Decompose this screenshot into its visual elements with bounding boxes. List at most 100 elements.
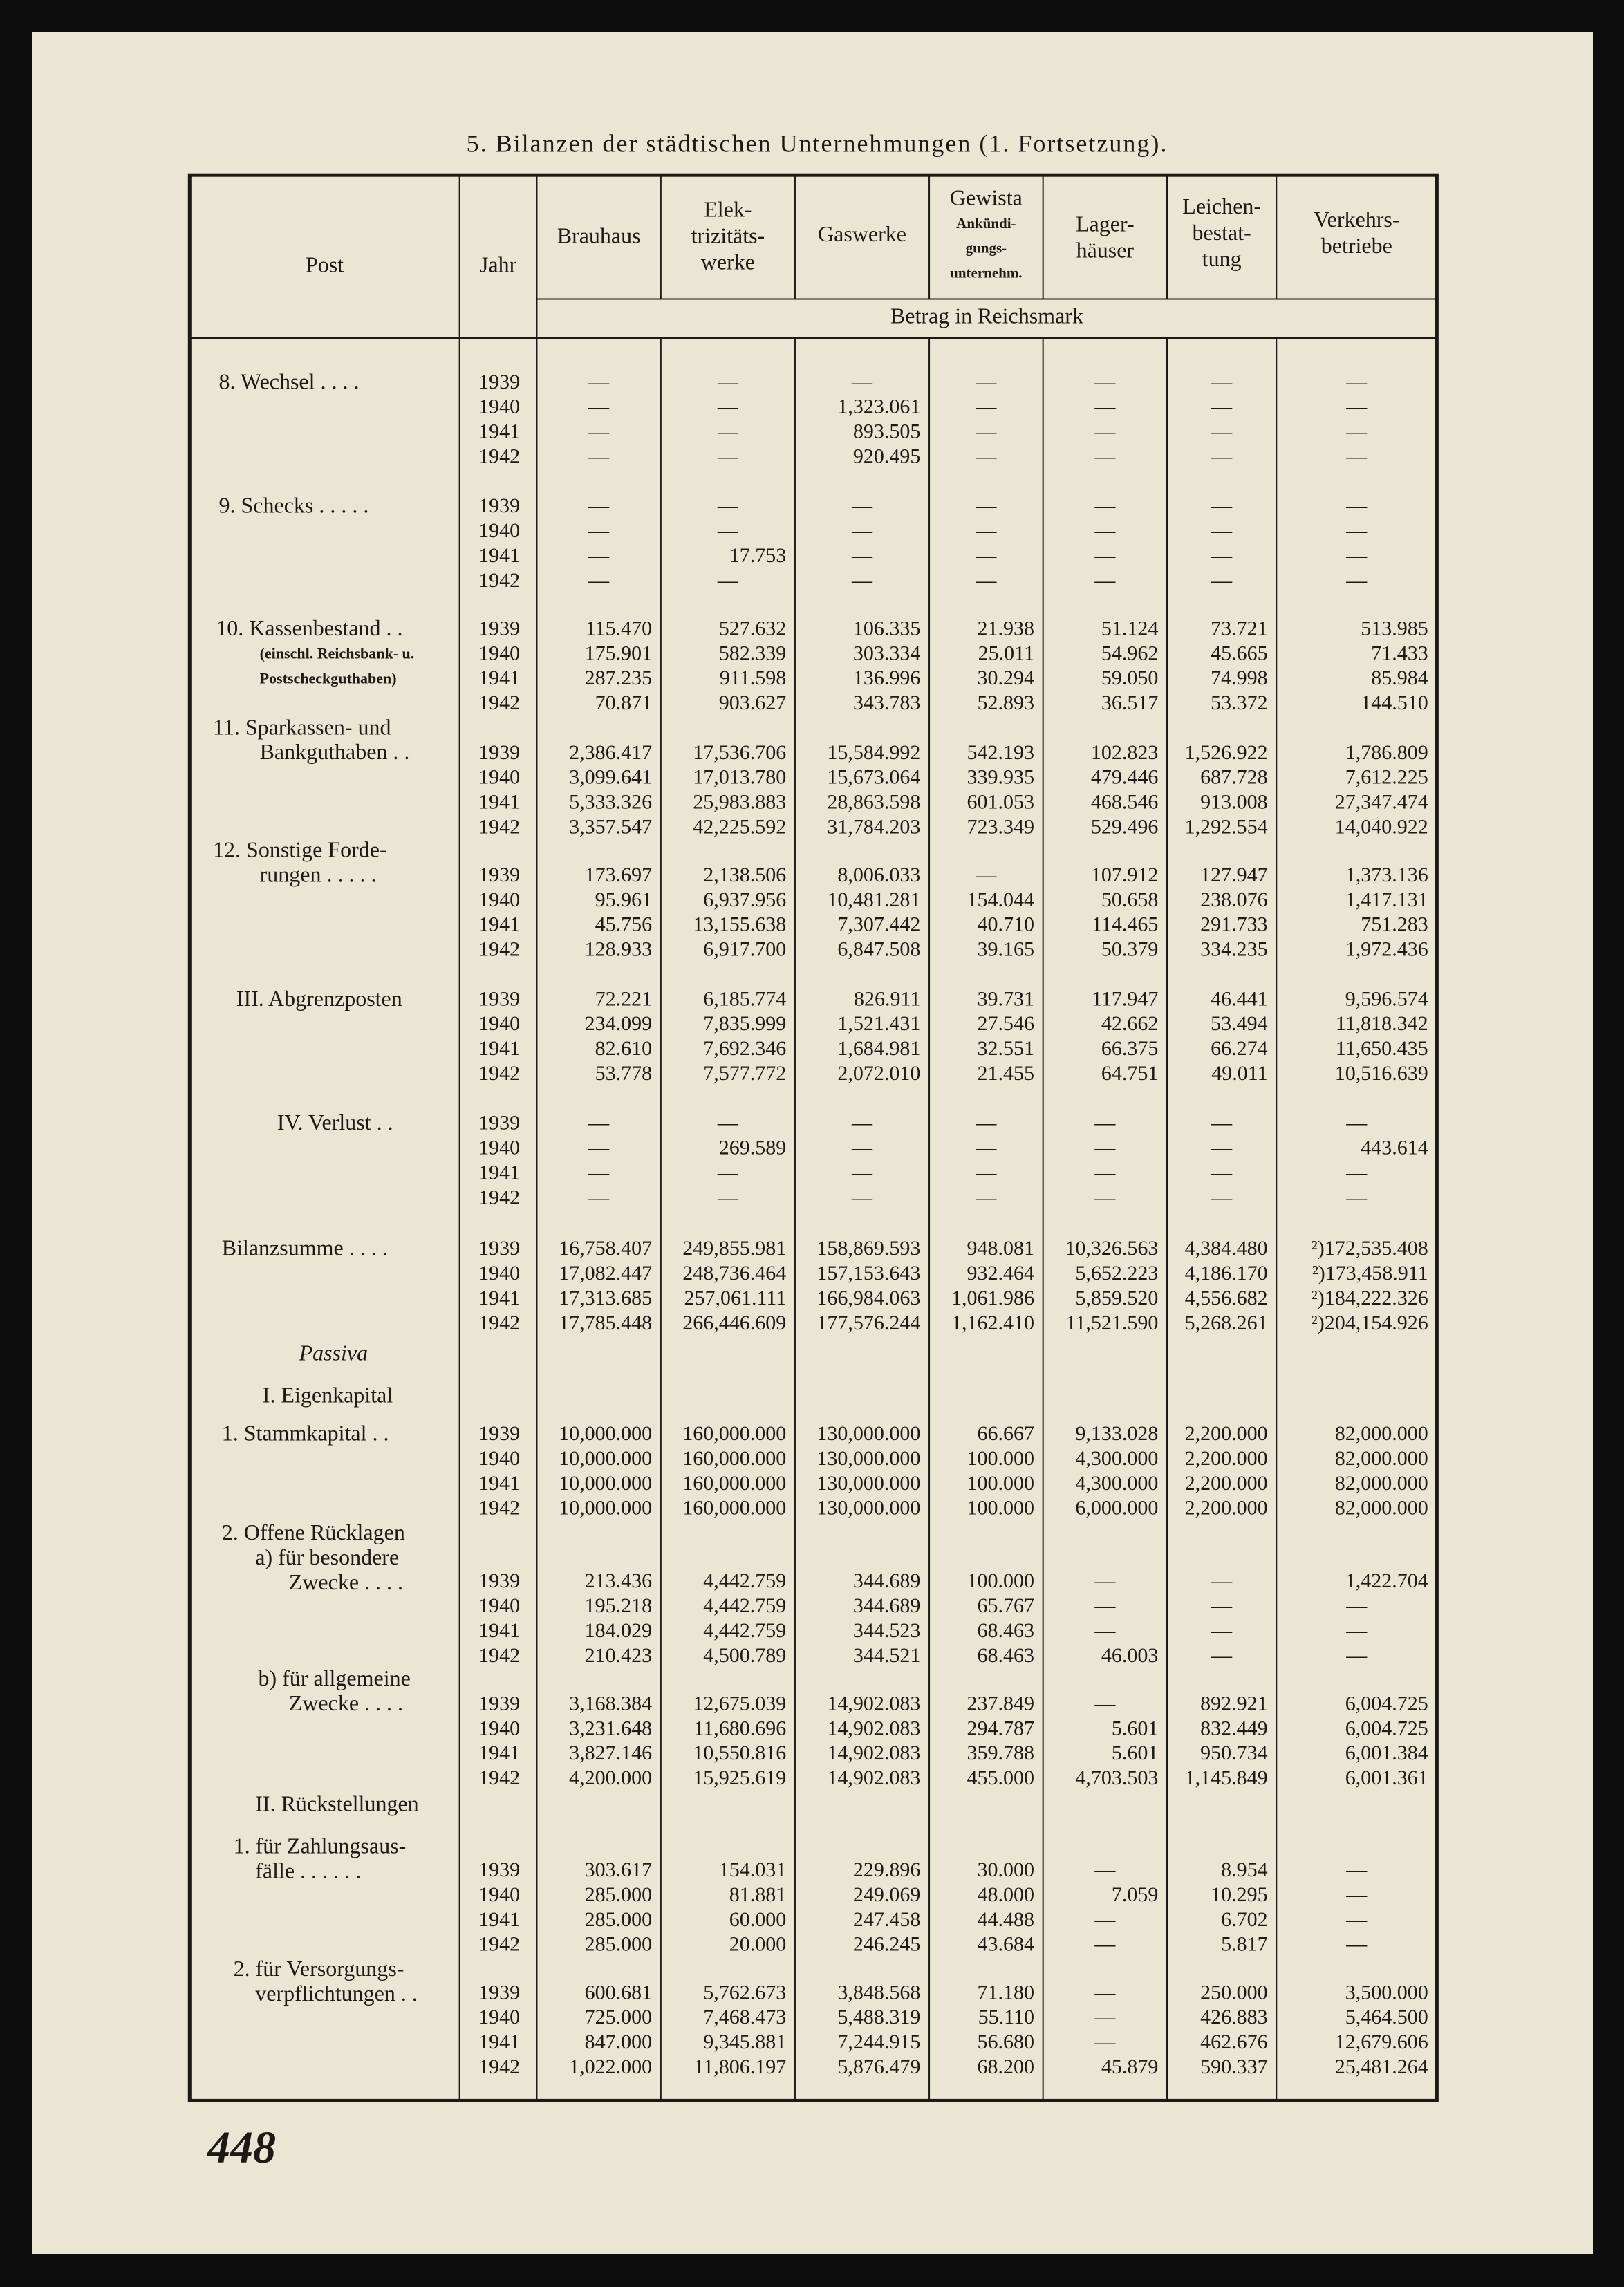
- value-cell: 5,652.223: [1075, 1262, 1158, 1285]
- year: 1941: [478, 913, 520, 936]
- value-cell: 932.464: [967, 1262, 1034, 1285]
- value-cell: 64.751: [1101, 1062, 1159, 1085]
- value-cell: 6,001.384: [1345, 1742, 1428, 1764]
- year: 1942: [478, 938, 520, 961]
- empty-cell: —: [717, 519, 739, 542]
- value-cell: 229.896: [853, 1858, 921, 1881]
- empty-cell: —: [1345, 395, 1368, 418]
- value-cell: 6,917.700: [703, 938, 786, 961]
- value-cell: 6,937.956: [703, 888, 786, 911]
- year: 1940: [478, 1137, 520, 1159]
- value-cell: 27.546: [977, 1012, 1034, 1035]
- value-cell: 6,000.000: [1075, 1497, 1158, 1520]
- empty-cell: —: [717, 445, 739, 467]
- row-label: a) für besondere: [255, 1544, 399, 1569]
- column-header: trizitäts-: [691, 223, 765, 248]
- value-cell: 285.000: [585, 1883, 653, 1906]
- empty-cell: —: [1345, 1908, 1368, 1931]
- value-cell: 10,550.816: [693, 1742, 786, 1764]
- row-label: fälle . . . . . .: [255, 1858, 361, 1883]
- value-cell: 102.823: [1091, 741, 1159, 764]
- value-cell: 136.996: [853, 666, 921, 689]
- value-cell: 10,000.000: [559, 1447, 652, 1470]
- empty-cell: —: [1345, 1883, 1368, 1906]
- value-cell: 70.871: [595, 691, 653, 714]
- value-cell: 13,155.638: [693, 913, 786, 936]
- value-cell: 14,040.922: [1335, 815, 1428, 838]
- value-cell: 6,004.725: [1345, 1692, 1428, 1715]
- value-cell: 71.180: [977, 1981, 1034, 2004]
- value-cell: 893.505: [853, 420, 921, 443]
- value-cell: 95.961: [595, 888, 653, 911]
- empty-cell: —: [1094, 1186, 1116, 1208]
- empty-cell: —: [588, 1112, 610, 1135]
- empty-cell: —: [975, 569, 997, 592]
- year: 1942: [478, 1062, 520, 1085]
- value-cell: 443.614: [1361, 1137, 1428, 1159]
- year: 1939: [478, 1858, 520, 1881]
- year: 1941: [478, 1908, 520, 1931]
- empty-cell: —: [1094, 445, 1116, 467]
- value-cell: 5.601: [1112, 1717, 1159, 1739]
- column-header: tung: [1202, 246, 1242, 271]
- value-cell: 53.778: [595, 1062, 653, 1085]
- empty-cell: —: [975, 864, 997, 886]
- value-cell: 2,200.000: [1185, 1422, 1268, 1445]
- value-cell: 4,442.759: [703, 1619, 786, 1642]
- row-label: Bilanzsumme . . . .: [222, 1235, 388, 1260]
- empty-cell: —: [1211, 1161, 1233, 1184]
- row-label: III. Abgrenzposten: [236, 986, 402, 1011]
- empty-cell: —: [1211, 494, 1233, 517]
- value-cell: 12,679.606: [1335, 2031, 1428, 2053]
- empty-cell: —: [1345, 371, 1368, 393]
- value-cell: 455.000: [967, 1766, 1034, 1789]
- year: 1941: [478, 544, 520, 567]
- value-cell: 42.662: [1101, 1012, 1159, 1035]
- value-cell: 106.335: [853, 617, 921, 640]
- value-cell: 3,357.547: [569, 815, 652, 838]
- column-header: werke: [701, 249, 755, 274]
- paper: [32, 32, 1593, 2254]
- value-cell: 832.449: [1200, 1717, 1268, 1739]
- value-cell: 68.463: [977, 1644, 1034, 1667]
- year: 1941: [478, 420, 520, 443]
- value-cell: 7.059: [1112, 1883, 1159, 1906]
- value-cell: 1,417.131: [1345, 888, 1428, 911]
- value-cell: 5,859.520: [1075, 1287, 1158, 1309]
- row-label: 1. Stammkapital . .: [222, 1421, 389, 1446]
- value-cell: ²)172,535.408: [1312, 1237, 1428, 1260]
- year: 1941: [478, 1037, 520, 1060]
- value-cell: 11,521.590: [1065, 1311, 1158, 1334]
- empty-cell: —: [1345, 445, 1368, 467]
- year: 1940: [478, 1012, 520, 1035]
- empty-cell: —: [588, 395, 610, 418]
- empty-cell: —: [717, 569, 739, 592]
- value-cell: 334.235: [1200, 938, 1268, 961]
- row-label: 10. Kassenbestand . .: [216, 615, 402, 640]
- value-cell: 117.947: [1092, 987, 1158, 1010]
- empty-cell: —: [1094, 494, 1116, 517]
- row-label: IV. Verlust . .: [277, 1110, 393, 1135]
- column-header: betriebe: [1321, 233, 1392, 258]
- year: 1939: [478, 1569, 520, 1592]
- value-cell: 1,526.922: [1185, 741, 1268, 764]
- value-cell: 43.684: [977, 1933, 1034, 1956]
- column-header: Ankündi-: [956, 215, 1016, 232]
- value-cell: 10,000.000: [559, 1472, 652, 1495]
- value-cell: 10,000.000: [559, 1422, 652, 1445]
- year: 1941: [478, 1287, 520, 1309]
- value-cell: 359.788: [967, 1742, 1034, 1764]
- value-cell: 234.099: [585, 1012, 653, 1035]
- empty-cell: —: [1211, 1137, 1233, 1159]
- year: 1942: [478, 691, 520, 714]
- value-cell: 14,902.083: [827, 1692, 920, 1715]
- column-header: gungs-: [966, 240, 1007, 256]
- value-cell: 7,468.473: [703, 2006, 786, 2028]
- year: 1939: [478, 371, 520, 393]
- value-cell: 903.627: [719, 691, 787, 714]
- value-cell: 4,556.682: [1185, 1287, 1268, 1309]
- empty-cell: —: [588, 494, 610, 517]
- empty-cell: —: [588, 519, 610, 542]
- value-cell: 17,536.706: [693, 741, 786, 764]
- year: 1942: [478, 569, 520, 592]
